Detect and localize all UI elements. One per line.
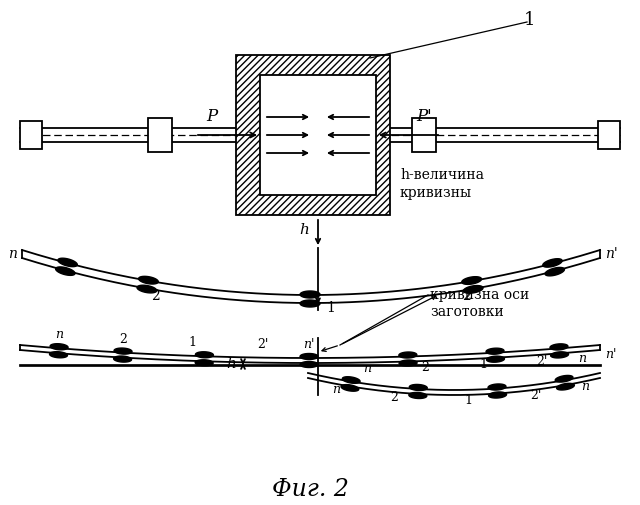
Polygon shape <box>300 362 318 368</box>
Polygon shape <box>543 259 562 267</box>
Polygon shape <box>195 352 213 358</box>
Text: 2: 2 <box>151 289 160 303</box>
Text: n: n <box>8 247 17 261</box>
Text: n: n <box>332 383 340 396</box>
Text: h-величина: h-величина <box>400 168 484 182</box>
Polygon shape <box>486 348 504 354</box>
Text: h: h <box>299 223 309 237</box>
Bar <box>412 118 436 152</box>
Polygon shape <box>545 268 564 276</box>
Text: 1: 1 <box>189 336 196 349</box>
Polygon shape <box>410 384 428 390</box>
Text: n: n <box>581 380 589 393</box>
Polygon shape <box>550 352 568 358</box>
Polygon shape <box>409 392 427 398</box>
Polygon shape <box>399 360 417 366</box>
Polygon shape <box>556 375 573 382</box>
Text: кривизны: кривизны <box>400 186 472 200</box>
Text: заготовки: заготовки <box>430 305 504 319</box>
Text: P': P' <box>416 108 432 125</box>
Polygon shape <box>58 258 77 267</box>
Polygon shape <box>463 285 483 293</box>
Text: 2: 2 <box>422 361 429 374</box>
Polygon shape <box>486 356 504 362</box>
Polygon shape <box>50 344 68 350</box>
Polygon shape <box>488 384 506 390</box>
Text: 1: 1 <box>326 301 335 315</box>
Text: 2: 2 <box>390 391 399 404</box>
Bar <box>148 118 172 152</box>
Text: 2': 2' <box>462 289 475 302</box>
Polygon shape <box>550 344 568 350</box>
Polygon shape <box>399 352 417 358</box>
Text: 1: 1 <box>464 394 472 407</box>
Polygon shape <box>49 351 67 358</box>
Bar <box>260 75 376 195</box>
Text: h: h <box>226 357 236 371</box>
Text: 2: 2 <box>119 333 127 345</box>
Polygon shape <box>300 354 318 360</box>
Polygon shape <box>342 377 360 383</box>
Text: кривизна оси: кривизна оси <box>430 288 529 302</box>
Text: n: n <box>579 351 586 365</box>
Text: 2': 2' <box>536 355 547 368</box>
Text: n': n' <box>605 347 616 361</box>
Polygon shape <box>114 356 132 362</box>
Polygon shape <box>341 385 359 391</box>
Polygon shape <box>137 285 157 293</box>
Bar <box>598 121 620 149</box>
Text: 1: 1 <box>479 359 488 371</box>
Polygon shape <box>488 392 506 398</box>
Polygon shape <box>139 276 158 284</box>
Text: n: n <box>55 328 63 341</box>
Text: Фиг. 2: Фиг. 2 <box>271 479 348 501</box>
Bar <box>20 121 42 149</box>
Polygon shape <box>195 360 213 366</box>
Text: n: n <box>364 363 371 376</box>
Text: n': n' <box>303 338 315 351</box>
Polygon shape <box>557 383 574 390</box>
Polygon shape <box>462 277 481 284</box>
Polygon shape <box>300 291 320 298</box>
Polygon shape <box>300 300 320 307</box>
Text: 2': 2' <box>530 389 541 401</box>
Text: P: P <box>207 108 218 125</box>
Text: n': n' <box>605 247 618 261</box>
Polygon shape <box>114 348 132 354</box>
Polygon shape <box>56 267 75 275</box>
Text: 2': 2' <box>257 338 268 350</box>
Bar <box>236 55 390 215</box>
Text: 1: 1 <box>524 11 536 29</box>
